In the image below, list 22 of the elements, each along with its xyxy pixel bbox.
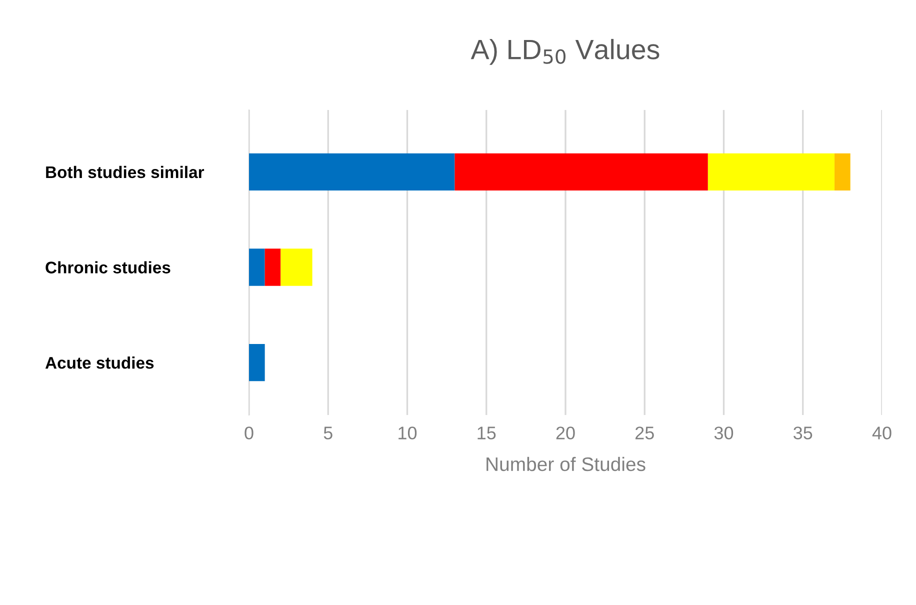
x-tick-label: 40: [872, 426, 892, 440]
y-tick-label: Both studies similar: [46, 166, 204, 178]
bar: [834, 153, 850, 191]
x-tick-label: 25: [635, 426, 654, 440]
bar: [249, 153, 455, 191]
bar: [454, 153, 708, 191]
x-tick-label: 0: [244, 426, 254, 440]
y-tick-label: Acute studies: [45, 356, 154, 369]
x-tick-label: 15: [478, 426, 496, 440]
bar: [708, 153, 835, 191]
x-tick-label: 20: [556, 426, 575, 440]
x-tick-label: 5: [324, 426, 332, 440]
bar: [280, 248, 312, 286]
x-tick-label: 35: [794, 426, 812, 440]
chart-title: A) LD$_{50}$ Values: [470, 38, 660, 65]
bar: [249, 248, 265, 286]
x-tick-label: 30: [714, 426, 734, 440]
x-tick-label: 10: [398, 426, 417, 440]
x-axis-title: Number of Studies: [486, 456, 646, 472]
bar: [264, 248, 281, 286]
bar: [249, 344, 265, 382]
y-tick-label: Chronic studies: [46, 261, 170, 274]
